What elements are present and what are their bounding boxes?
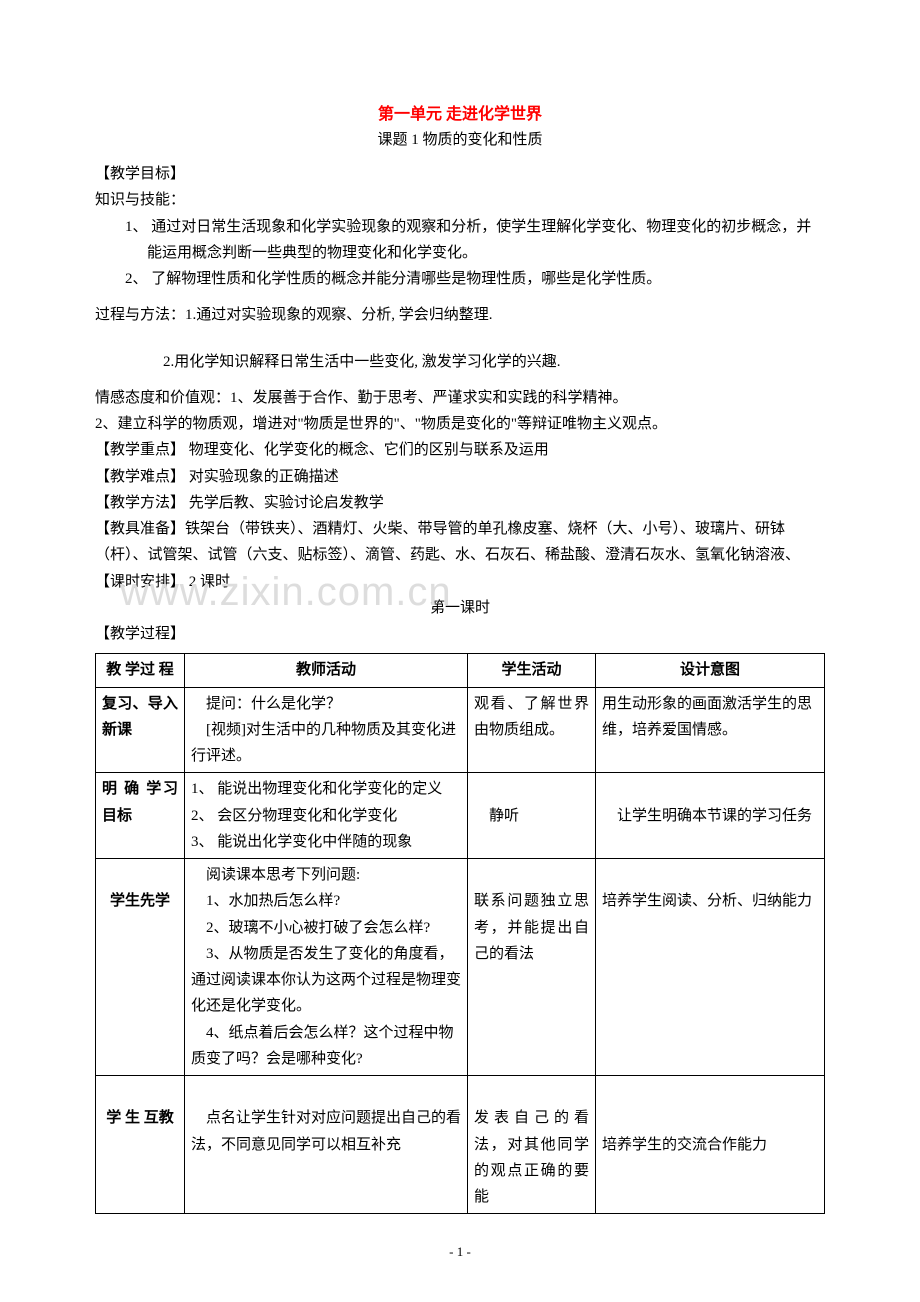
row1-c2: 提问：什么是化学？ [视频]对生活中的几种物质及其变化进行评述。: [185, 687, 468, 773]
process-method-head: 过程与方法：: [95, 307, 185, 323]
row1-c4: 用生动形象的画面激活学生的思维，培养爱国情感。: [596, 687, 825, 773]
emotion-head: 情感态度和价值观：: [95, 390, 230, 406]
row4-c2: 点名让学生针对对应问题提出自己的看法，不同意见同学可以相互补充: [185, 1076, 468, 1214]
row1-c1: 复习、导入新课: [96, 687, 185, 773]
unit-title: 第一单元 走进化学世界: [95, 100, 825, 124]
lesson-1-title: 第一课时: [95, 595, 825, 621]
emotion-item-1: 1、发展善于合作、勤于思考、严谨求实和实践的科学精神。: [230, 390, 628, 406]
time-arrangement: 【课时安排】 2 课时: [95, 569, 825, 595]
row2-c2: 1、 能说出物理变化和化学变化的定义2、 会区分物理变化和化学变化3、 能说出化…: [185, 773, 468, 859]
table-row: 学 生 互教 点名让学生针对对应问题提出自己的看法，不同意见同学可以相互补充 发…: [96, 1076, 825, 1214]
knowledge-item-2: 2、 了解物理性质和化学性质的概念并能分清哪些是物理性质，哪些是化学性质。: [95, 266, 825, 292]
header-design: 设计意图: [596, 654, 825, 687]
row4-c1: 学 生 互教: [96, 1076, 185, 1214]
lesson-subtitle: 课题 1 物质的变化和性质: [95, 128, 825, 149]
teaching-process-head: 【教学过程】: [95, 621, 825, 647]
row4-c4: 培养学生的交流合作能力: [596, 1076, 825, 1214]
emotion-line-1: 情感态度和价值观：1、发展善于合作、勤于思考、严谨求实和实践的科学精神。: [95, 385, 825, 411]
row2-c4: 让学生明确本节课的学习任务: [596, 773, 825, 859]
row3-c3: 联系问题独立思考，并能提出自己的看法: [468, 859, 596, 1076]
knowledge-skill-head: 知识与技能：: [95, 187, 825, 213]
process-item-2: 2.用化学知识解释日常生活中一些变化, 激发学习化学的兴趣.: [95, 339, 825, 385]
header-student: 学生活动: [468, 654, 596, 687]
knowledge-item-1: 1、 通过对日常生活现象和化学实验现象的观察和分析，使学生理解化学变化、物理变化…: [95, 214, 825, 267]
row3-c4: 培养学生阅读、分析、归纳能力: [596, 859, 825, 1076]
row3-c1: 学生先学: [96, 859, 185, 1076]
difficulty: 【教学难点】 对实验现象的正确描述: [95, 464, 825, 490]
page-number: - 1 -: [95, 1244, 825, 1260]
process-item-1: 1.通过对实验现象的观察、分析, 学会归纳整理.: [185, 307, 493, 323]
row3-c2: 阅读课本思考下列问题: 1、水加热后怎么样? 2、玻璃不小心被打破了会怎么样? …: [185, 859, 468, 1076]
key-point: 【教学重点】 物理变化、化学变化的概念、它们的区别与联系及运用: [95, 437, 825, 463]
teaching-prep: 【教具准备】铁架台（带铁夹）、酒精灯、火柴、带导管的单孔橡皮塞、烧杯（大、小号）…: [95, 516, 825, 569]
teaching-method: 【教学方法】 先学后教、实验讨论启发教学: [95, 490, 825, 516]
process-method-line-1: 过程与方法：1.通过对实验现象的观察、分析, 学会归纳整理.: [95, 292, 825, 338]
table-row: 明 确 学习目标 1、 能说出物理变化和化学变化的定义2、 会区分物理变化和化学…: [96, 773, 825, 859]
emotion-item-2: 2、建立科学的物质观，增进对"物质是世界的"、"物质是变化的"等辩证唯物主义观点…: [95, 411, 825, 437]
table-row: 学生先学 阅读课本思考下列问题: 1、水加热后怎么样? 2、玻璃不小心被打破了会…: [96, 859, 825, 1076]
header-process: 教 学过 程: [96, 654, 185, 687]
row4-c3: 发表自己的看法，对其他同学的观点正确的要能: [468, 1076, 596, 1214]
row2-c3: 静听: [468, 773, 596, 859]
teaching-goal-head: 【教学目标】: [95, 161, 825, 187]
row1-c3: 观看、了解世界由物质组成。: [468, 687, 596, 773]
teaching-process-table: 教 学过 程 教师活动 学生活动 设计意图 复习、导入新课 提问：什么是化学？ …: [95, 653, 825, 1214]
table-row: 复习、导入新课 提问：什么是化学？ [视频]对生活中的几种物质及其变化进行评述。…: [96, 687, 825, 773]
row2-c1: 明 确 学习目标: [96, 773, 185, 859]
table-header-row: 教 学过 程 教师活动 学生活动 设计意图: [96, 654, 825, 687]
header-teacher: 教师活动: [185, 654, 468, 687]
